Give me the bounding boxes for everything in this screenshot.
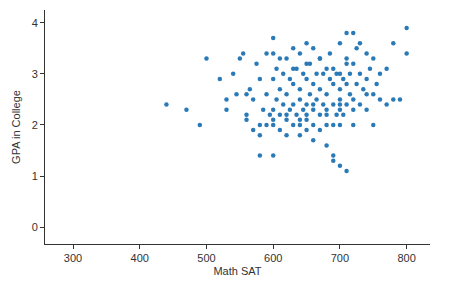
svg-text:2: 2 (32, 119, 38, 131)
svg-text:700: 700 (331, 252, 349, 264)
svg-text:Math SAT: Math SAT (213, 265, 261, 277)
svg-text:3: 3 (32, 68, 38, 80)
svg-text:0: 0 (32, 221, 38, 233)
svg-text:GPA in College: GPA in College (10, 90, 22, 164)
svg-text:800: 800 (397, 252, 415, 264)
svg-text:300: 300 (64, 252, 82, 264)
svg-text:600: 600 (264, 252, 282, 264)
svg-text:4: 4 (32, 17, 38, 29)
svg-text:1: 1 (32, 170, 38, 182)
svg-text:500: 500 (197, 252, 215, 264)
svg-text:400: 400 (131, 252, 149, 264)
